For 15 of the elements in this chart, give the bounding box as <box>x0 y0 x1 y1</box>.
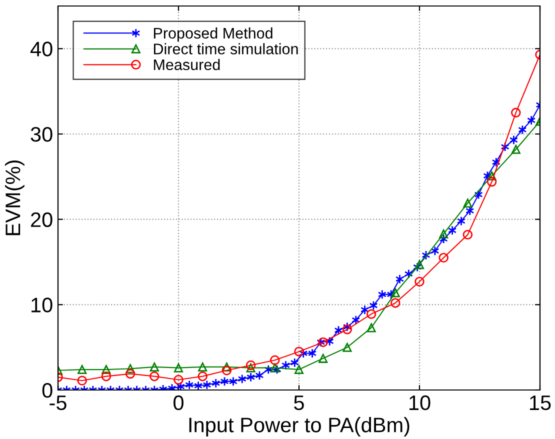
x-tick-label: -5 <box>50 396 66 410</box>
x-tick-label: 0 <box>174 395 184 410</box>
y-tick-label: 40 <box>30 42 52 56</box>
y-tick-label: 30 <box>30 127 52 142</box>
y-tick-label: 10 <box>32 298 52 312</box>
y-tick-label: 0 <box>42 383 52 398</box>
legend-label: Proposed Method <box>154 27 272 42</box>
x-axis-title: Input Power to PA(dBm) <box>189 417 410 436</box>
legend-label: Direct time simulation <box>154 43 298 54</box>
x-tick-label: 10 <box>410 395 430 410</box>
legend-label: Measured <box>154 58 220 70</box>
x-tick-label: 15 <box>530 396 551 410</box>
y-axis-title: EVM(%) <box>4 160 24 236</box>
y-tick-label: 20 <box>31 212 52 228</box>
x-tick-label: 5 <box>294 396 304 410</box>
